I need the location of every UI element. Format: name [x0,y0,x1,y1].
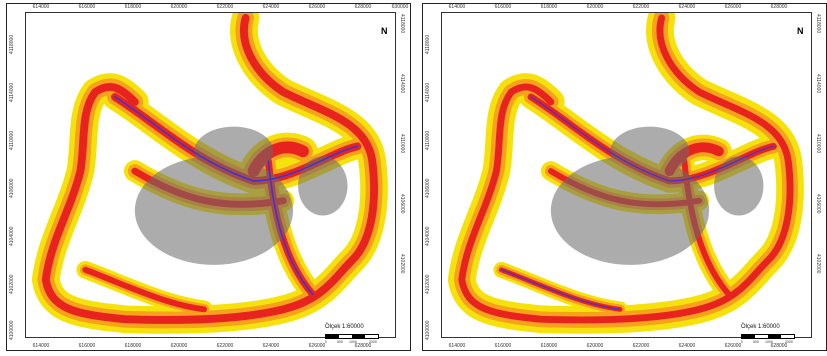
y-tick: 4110000 [399,134,405,154]
x-tick: 618000 [124,343,142,349]
x-tick: 614000 [448,343,466,349]
y-tick: 4104000 [425,226,431,246]
map-canvas [31,13,388,334]
scale-bar [325,334,379,339]
y-tick: 4106000 [425,178,431,198]
y-tick: 4106000 [815,194,821,214]
x-tick: 616000 [494,343,512,349]
y-tick: 4110000 [425,130,431,150]
y-tick: 4118000 [9,34,15,54]
x-tick: 628000 [354,4,372,10]
road-network [114,96,359,296]
north-arrow-icon: N [381,26,388,36]
map-frame [25,12,396,338]
north-arrow-icon: N [797,26,804,36]
x-tick: 622000 [216,4,234,10]
x-tick: 620000 [170,4,188,10]
x-tick: 616000 [78,343,96,349]
x-tick: 616000 [494,4,512,10]
y-tick: 4118000 [815,14,821,34]
x-tick: 620000 [170,343,188,349]
y-tick: 4118000 [399,14,405,34]
y-tick: 4114000 [815,74,821,94]
x-tick: 628000 [770,343,788,349]
map-frame [441,12,812,338]
map-panel-right: 614000 616000 618000 620000 622000 62400… [422,3,827,351]
x-tick: 614000 [32,4,50,10]
x-tick: 622000 [632,343,650,349]
x-tick: 614000 [32,343,50,349]
scale-label: Ölçek 1:60000 [741,324,780,330]
y-tick: 4102000 [399,254,405,274]
scale-tick: 500 [337,340,343,344]
x-tick: 630000 [391,4,409,10]
x-tick: 626000 [308,4,326,10]
y-tick: 4114000 [425,82,431,102]
x-tick: 620000 [586,343,604,349]
y-tick: 4110000 [815,134,821,154]
y-tick: 4100000 [425,320,431,340]
x-tick: 622000 [632,4,650,10]
y-tick: 4100000 [9,320,15,340]
scale-tick: 1000 [349,340,357,344]
y-tick: 4104000 [9,226,15,246]
x-tick: 618000 [540,343,558,349]
x-tick: 626000 [308,343,326,349]
scale-tick: 1000 [765,340,773,344]
map-canvas [447,13,804,334]
x-tick: 628000 [770,4,788,10]
scale-tick: 0 [325,340,327,344]
x-tick: 624000 [678,343,696,349]
x-tick: 620000 [586,4,604,10]
map-panel-left: 614000 616000 618000 620000 622000 62400… [6,3,411,351]
x-tick: 624000 [262,4,280,10]
x-tick: 618000 [540,4,558,10]
x-tick: 626000 [724,343,742,349]
x-tick: 618000 [124,4,142,10]
scale-label: Ölçek 1:60000 [325,324,364,330]
x-tick: 622000 [216,343,234,349]
x-tick: 624000 [262,343,280,349]
x-tick: 624000 [678,4,696,10]
y-tick: 4106000 [399,194,405,214]
x-tick: 628000 [354,343,372,349]
x-tick: 626000 [724,4,742,10]
y-tick: 4110000 [9,130,15,150]
y-tick: 4118000 [425,34,431,54]
scale-bar [741,334,795,339]
y-tick: 4114000 [399,74,405,94]
y-tick: 4102000 [425,274,431,294]
y-tick: 4106000 [9,178,15,198]
road-network [500,96,775,310]
scale-tick: 0 [741,340,743,344]
scale-tick: 2000 [785,340,793,344]
y-tick: 4114000 [9,82,15,102]
scale-tick: 2000 [369,340,377,344]
y-tick: 4102000 [815,254,821,274]
y-tick: 4102000 [9,274,15,294]
x-tick: 614000 [448,4,466,10]
scale-tick: 500 [753,340,759,344]
x-tick: 616000 [78,4,96,10]
